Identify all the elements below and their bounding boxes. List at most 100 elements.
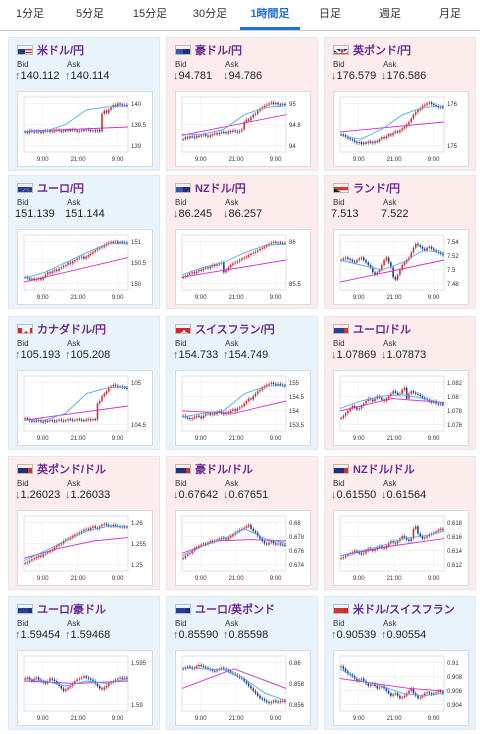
currency-pair-title[interactable]: ユーロ/豪ドル bbox=[37, 604, 107, 616]
candle bbox=[107, 387, 110, 392]
hourly-candlestick-chart[interactable]: 86 85.5 9:00 21:00 9:00 bbox=[175, 229, 311, 305]
tab-7[interactable]: 月足 bbox=[439, 8, 461, 20]
tab-0[interactable]: 1分足 bbox=[15, 8, 45, 20]
currency-pair-title[interactable]: 英ポンド/ドル bbox=[37, 464, 107, 476]
hourly-candlestick-chart[interactable]: 1.595 1.59 9:00 21:00 9:00 bbox=[17, 650, 153, 726]
currency-pair-title[interactable]: ランド/円 bbox=[353, 183, 401, 195]
candle bbox=[227, 537, 230, 540]
hourly-candlestick-chart[interactable]: 151 150.5 150 9:00 21:00 9:00 bbox=[17, 229, 153, 305]
candle bbox=[360, 405, 363, 409]
hourly-candlestick-chart[interactable]: 0.91 0.908 0.906 0.904 9:00 21:00 9:00 bbox=[333, 650, 469, 726]
candle bbox=[344, 668, 347, 672]
rate-card[interactable]: 米ドル/円 Bid Ask ↑140.112 ↑140.114 140 139.5… bbox=[8, 37, 160, 171]
currency-pair-title[interactable]: NZドル/円 bbox=[195, 183, 246, 195]
candle bbox=[96, 248, 99, 251]
currency-pair-title[interactable]: ユーロ/円 bbox=[37, 183, 85, 195]
y-tick-label: 0.614 bbox=[447, 549, 463, 555]
rate-card[interactable]: ユーロ/円 Bid Ask 151.139 151.144 151 150.5 15… bbox=[8, 175, 160, 309]
currency-pair-title[interactable]: 米ドル/円 bbox=[37, 45, 85, 57]
candle bbox=[365, 401, 367, 404]
hourly-candlestick-chart[interactable]: 1.26 1.255 1.25 9:00 21:00 9:00 bbox=[17, 510, 153, 586]
bid-arrow-icon: ↓ bbox=[15, 489, 21, 501]
rate-card[interactable]: 英ポンド/ドル Bid Ask ↓1.26023 ↓1.26033 1.26 1.… bbox=[8, 456, 160, 590]
ask-value: ↑0.85598 bbox=[223, 629, 269, 641]
candle bbox=[26, 131, 29, 133]
currency-pair-title[interactable]: ユーロ/ドル bbox=[353, 324, 412, 336]
tab-1[interactable]: 5分足 bbox=[75, 8, 105, 20]
hourly-candlestick-chart[interactable]: 7.54 7.52 7.5 7.48 9:00 21:00 9:00 bbox=[333, 229, 469, 305]
candle bbox=[365, 260, 367, 263]
candle bbox=[268, 702, 270, 704]
candle bbox=[126, 104, 128, 106]
candle bbox=[220, 131, 223, 133]
rate-card[interactable]: NZドル/円 Bid Ask ↓86.245 ↓86.257 86 85.5 9:0… bbox=[166, 175, 318, 309]
candle bbox=[209, 266, 212, 269]
moving-average-short bbox=[23, 678, 129, 687]
candle bbox=[126, 387, 128, 389]
candle bbox=[105, 391, 108, 394]
rate-card[interactable]: 英ポンド/円 Bid Ask ↓176.579 ↓176.586 176 175 9… bbox=[324, 37, 476, 171]
y-tick-label: 150 bbox=[131, 282, 142, 288]
tab-3[interactable]: 30分足 bbox=[192, 8, 228, 20]
rate-card[interactable]: スイスフラン/円 Bid Ask ↑154.733 ↑154.749 155 15… bbox=[166, 316, 318, 450]
candle bbox=[351, 260, 354, 262]
hourly-candlestick-chart[interactable]: 155 154.5 154 153.5 9:00 21:00 9:00 bbox=[175, 370, 311, 446]
x-tick-label: 9:00 bbox=[37, 716, 49, 722]
rate-card[interactable]: ユーロ/ドル Bid Ask ↓1.07869 ↓1.07873 1.082 1.… bbox=[324, 316, 476, 450]
hourly-candlestick-chart[interactable]: 176 175 9:00 21:00 9:00 bbox=[333, 91, 469, 167]
hourly-candlestick-chart[interactable]: 0.68 0.678 0.676 0.674 9:00 21:00 9:00 bbox=[175, 510, 311, 586]
y-tick-label: 1.59 bbox=[131, 703, 143, 709]
candle bbox=[189, 666, 191, 668]
rate-card[interactable]: ユーロ/豪ドル Bid Ask ↑1.59454 ↑1.59468 1.595 1… bbox=[8, 596, 160, 730]
rate-card[interactable]: ランド/円 Bid Ask 7.513 7.522 7.54 7.52 7.5 7.4… bbox=[324, 175, 476, 309]
rate-card[interactable]: 豪ドル/円 Bid Ask ↓94.781 ↓94.786 95 94.8 94 9:… bbox=[166, 37, 318, 171]
currency-pair-title[interactable]: ユーロ/英ポンド bbox=[195, 604, 276, 616]
currency-pair-title[interactable]: 英ポンド/円 bbox=[353, 45, 412, 57]
currency-pair-title[interactable]: カナダドル/円 bbox=[37, 324, 107, 336]
hourly-candlestick-chart[interactable]: 0.618 0.616 0.614 0.612 9:00 21:00 9:00 bbox=[333, 510, 469, 586]
candle bbox=[31, 278, 33, 280]
candle bbox=[78, 130, 81, 132]
candle bbox=[112, 241, 115, 243]
hourly-candlestick-chart[interactable]: 140 139.5 139 9:00 21:00 9:00 bbox=[17, 91, 153, 167]
tab-6[interactable]: 週足 bbox=[379, 8, 401, 20]
candle bbox=[362, 257, 365, 261]
rate-card[interactable]: ユーロ/英ポンド Bid Ask ↑0.85590 ↑0.85598 0.86 0… bbox=[166, 596, 318, 730]
candle bbox=[42, 277, 45, 280]
currency-pair-title[interactable]: スイスフラン/円 bbox=[195, 324, 275, 336]
hourly-candlestick-chart[interactable]: 105 104.5 9:00 21:00 9:00 bbox=[17, 370, 153, 446]
candle bbox=[238, 407, 241, 409]
y-tick-label: 1.25 bbox=[131, 563, 143, 569]
bid-value: ↑0.90539 bbox=[331, 629, 377, 641]
y-tick-label: 0.856 bbox=[289, 703, 305, 709]
candle bbox=[414, 392, 417, 394]
currency-pair-title[interactable]: NZドル/ドル bbox=[353, 464, 415, 476]
tab-2[interactable]: 15分足 bbox=[132, 8, 168, 20]
candle bbox=[410, 391, 413, 394]
candle bbox=[284, 385, 286, 387]
candle bbox=[403, 536, 406, 538]
currency-pair-title[interactable]: 豪ドル/円 bbox=[195, 45, 243, 57]
chart-svg: 1.26 1.255 1.25 9:00 21:00 9:00 bbox=[23, 515, 147, 582]
hourly-candlestick-chart[interactable]: 95 94.8 94 9:00 21:00 9:00 bbox=[175, 91, 311, 167]
candle bbox=[243, 403, 245, 406]
rate-card[interactable]: 米ドル/スイスフラン Bid Ask ↑0.90539 ↑0.90554 0.9… bbox=[324, 596, 476, 730]
candle bbox=[342, 258, 345, 261]
rate-card[interactable]: NZドル/ドル Bid Ask ↓0.61550 ↓0.61564 0.618 0… bbox=[324, 456, 476, 590]
candle bbox=[117, 103, 119, 106]
candle bbox=[392, 391, 394, 394]
tab-5[interactable]: 日足 bbox=[319, 8, 341, 20]
currency-pair-title[interactable]: 米ドル/スイスフラン bbox=[353, 604, 455, 616]
candle bbox=[202, 543, 205, 545]
rate-card[interactable]: カナダドル/円 Bid Ask ↑105.193 ↑105.208 105 104… bbox=[8, 316, 160, 450]
currency-pair-title[interactable]: 豪ドル/ドル bbox=[195, 464, 254, 476]
candle bbox=[374, 549, 376, 551]
hourly-candlestick-chart[interactable]: 1.082 1.08 1.078 1.076 9:00 21:00 9:00 bbox=[333, 370, 469, 446]
tab-4[interactable]: 1時間足 bbox=[240, 0, 300, 30]
x-tick-label: 9:00 bbox=[270, 576, 282, 582]
rate-card[interactable]: 豪ドル/ドル Bid Ask ↓0.67642 ↓0.67651 0.68 0.6… bbox=[166, 456, 318, 590]
hourly-candlestick-chart[interactable]: 0.86 0.858 0.856 9:00 21:00 9:00 bbox=[175, 650, 311, 726]
candle bbox=[46, 420, 49, 422]
candle bbox=[281, 700, 284, 702]
candle bbox=[435, 692, 437, 694]
